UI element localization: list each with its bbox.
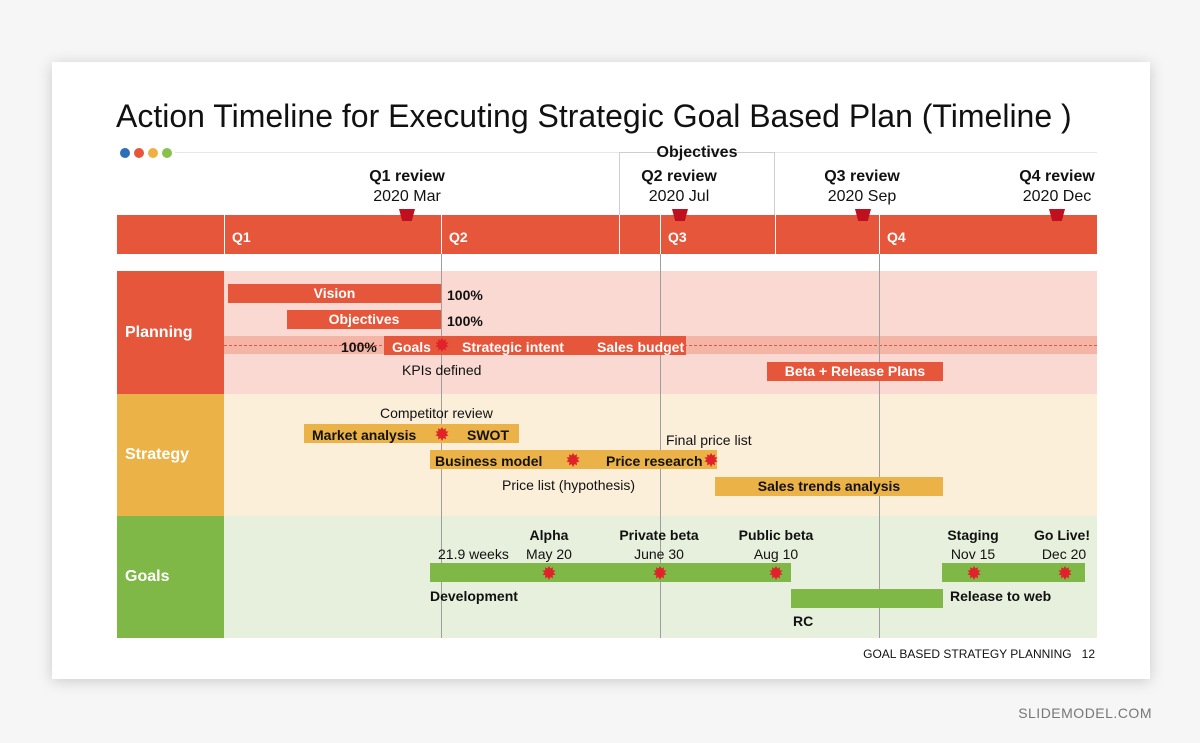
bar-strategic-intent-label: Strategic intent — [462, 339, 564, 355]
review-marker-icon — [399, 209, 415, 221]
review-marker-icon — [1049, 209, 1065, 221]
goals-percent: 100% — [341, 339, 377, 355]
bar-goals-label: Goals — [392, 339, 431, 355]
quarter-separator — [619, 215, 620, 254]
public-beta-label: Public beta — [738, 527, 814, 543]
bar-vision: Vision — [228, 284, 441, 303]
decor-dot-red — [134, 148, 144, 158]
market-analysis-label: Market analysis — [312, 427, 417, 443]
vision-percent: 100% — [447, 287, 483, 303]
quarter-separator — [441, 215, 442, 254]
alpha-date: May 20 — [526, 546, 572, 562]
review-q3: Q3 review 2020 Sep — [802, 167, 922, 207]
staging-label: Staging — [947, 527, 999, 543]
row-label-goals: Goals — [117, 516, 224, 638]
staging-date: Nov 15 — [950, 546, 996, 562]
review-q1-date: 2020 Mar — [373, 188, 441, 205]
milestone-star-icon — [967, 566, 981, 580]
review-q4-name: Q4 review — [1019, 168, 1095, 185]
row-label-strategy: Strategy — [117, 394, 224, 516]
milestone-star-icon — [566, 453, 580, 467]
go-live-label: Go Live! — [1033, 527, 1090, 543]
price-list-hypothesis-label: Price list (hypothesis) — [502, 477, 636, 493]
quarter-band — [117, 215, 1097, 254]
review-q1: Q1 review 2020 Mar — [347, 167, 467, 207]
price-research-label: Price research — [606, 453, 703, 469]
business-model-label: Business model — [435, 453, 543, 469]
bar-beta-release: Beta + Release Plans — [767, 362, 943, 381]
footer-label: GOAL BASED STRATEGY PLANNING — [863, 647, 1072, 661]
objectives-percent: 100% — [447, 313, 483, 329]
bar-vision-label: Vision — [313, 285, 356, 301]
quarter-separator — [775, 215, 776, 254]
go-live-date: Dec 20 — [1041, 546, 1087, 562]
milestone-star-icon — [542, 566, 556, 580]
review-q3-date: 2020 Sep — [827, 188, 897, 205]
row-label-planning: Planning — [117, 271, 224, 394]
competitor-review-label: Competitor review — [380, 405, 493, 421]
bar-development — [430, 563, 791, 582]
watermark: SLIDEMODEL.COM — [1018, 705, 1152, 721]
objectives-label: Objectives — [656, 144, 738, 161]
milestone-star-icon — [435, 338, 449, 352]
release-to-web-label: Release to web — [950, 588, 1052, 604]
milestone-star-icon — [435, 427, 449, 441]
slide-title: Action Timeline for Executing Strategic … — [116, 98, 1072, 134]
swot-label: SWOT — [467, 427, 509, 443]
decor-dot-green — [162, 148, 172, 158]
quarter-separator — [224, 215, 225, 254]
review-q1-name: Q1 review — [369, 168, 445, 185]
kpis-defined-label: KPIs defined — [402, 362, 482, 378]
weeks-label: 21.9 weeks — [438, 546, 509, 562]
review-q3-name: Q3 review — [824, 168, 900, 185]
decor-dot-blue — [120, 148, 130, 158]
bar-sales-trends: Sales trends analysis — [715, 477, 943, 496]
review-marker-icon — [855, 209, 871, 221]
review-q4: Q4 review 2020 Dec — [997, 167, 1117, 207]
bar-goals — [384, 336, 686, 355]
bar-rc — [791, 589, 943, 608]
bar-sales-budget-label: Sales budget — [597, 339, 685, 355]
review-q4-date: 2020 Dec — [1022, 188, 1092, 205]
final-price-list-label: Final price list — [666, 432, 752, 448]
quarter-q2: Q2 — [449, 229, 468, 245]
bar-objectives: Objectives — [287, 310, 441, 329]
rc-label: RC — [793, 613, 814, 629]
private-beta-label: Private beta — [619, 527, 699, 543]
milestone-star-icon — [653, 566, 667, 580]
alpha-label: Alpha — [529, 527, 569, 543]
review-q2-name: Q2 review — [641, 168, 717, 185]
public-beta-date: Aug 10 — [753, 546, 799, 562]
bar-objectives-label: Objectives — [328, 311, 400, 327]
quarter-gridline — [441, 254, 442, 638]
quarter-q4: Q4 — [887, 229, 906, 245]
slide-footer: GOAL BASED STRATEGY PLANNING 12 — [863, 647, 1095, 661]
milestone-star-icon — [1058, 566, 1072, 580]
decor-dot-yellow — [148, 148, 158, 158]
bar-beta-release-label: Beta + Release Plans — [784, 363, 926, 379]
quarter-q3: Q3 — [668, 229, 687, 245]
review-marker-icon — [672, 209, 688, 221]
review-q2-date: 2020 Jul — [648, 188, 710, 205]
quarter-gridline — [879, 254, 880, 638]
page-number: 12 — [1081, 647, 1095, 661]
milestone-star-icon — [769, 566, 783, 580]
objectives-bracket — [619, 152, 775, 254]
private-beta-date: June 30 — [634, 546, 684, 562]
quarter-separator — [660, 215, 661, 254]
quarter-gridline — [660, 254, 661, 638]
development-label: Development — [430, 588, 518, 604]
quarter-q1: Q1 — [232, 229, 251, 245]
review-q2: Q2 review 2020 Jul — [619, 167, 739, 207]
milestone-star-icon — [704, 453, 718, 467]
bar-market-analysis — [304, 424, 519, 443]
sales-trends-label: Sales trends analysis — [757, 478, 901, 494]
quarter-separator — [879, 215, 880, 254]
